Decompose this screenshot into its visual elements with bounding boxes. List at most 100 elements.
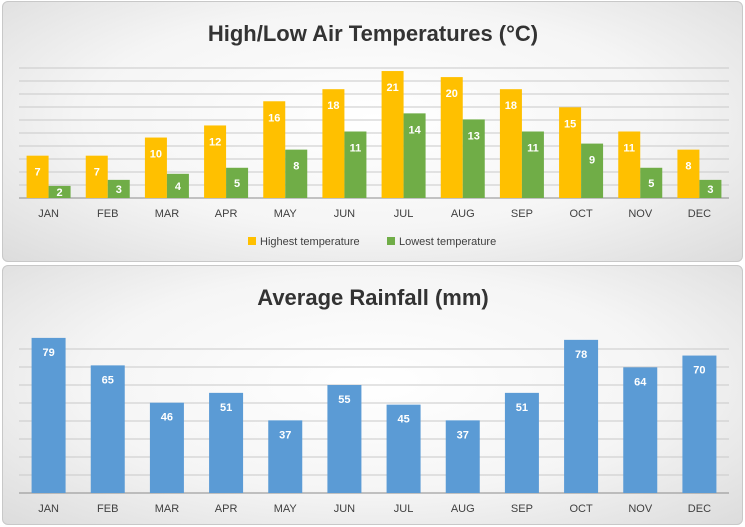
rainfall-bars <box>31 337 717 493</box>
rainfall-chart: Average Rainfall (mm) 79 65 46 51 37 55 45 37 51… <box>19 285 729 515</box>
category-label-sep: SEP <box>511 503 533 515</box>
category-label-sep: SEP <box>511 208 533 220</box>
bar-highest-oct <box>559 107 582 198</box>
rainfall-category-labels: JAN FEB MAR APR MAY JUN JUL AUG SEP OCT NOV DEC <box>38 503 711 515</box>
data-label-rainfall-mar: 46 <box>161 412 173 424</box>
bar-lowest-aug <box>462 119 485 198</box>
temperature-chart: High/Low Air Temperatures (°C) 7 2 7 3 10 4 12… <box>19 21 729 248</box>
category-label-aug: AUG <box>451 208 475 220</box>
data-label-lowest-sep: 11 <box>527 143 539 155</box>
bar-highest-aug <box>440 77 463 198</box>
temperature-gridlines <box>19 67 729 199</box>
data-label-lowest-mar: 4 <box>175 181 182 193</box>
data-label-lowest-jun: 11 <box>350 143 362 155</box>
rainfall-gridlines <box>19 348 729 494</box>
bar-highest-may <box>263 101 286 198</box>
bar-lowest-jun <box>344 131 367 198</box>
category-label-feb: FEB <box>97 503 118 515</box>
legend-swatch-highest <box>248 237 256 245</box>
category-label-jan: JAN <box>38 208 59 220</box>
data-label-lowest-dec: 3 <box>707 184 713 196</box>
bar-highest-jan <box>26 155 49 198</box>
data-label-rainfall-dec: 70 <box>693 365 705 377</box>
data-label-highest-oct: 15 <box>564 118 576 130</box>
data-label-lowest-aug: 13 <box>468 130 480 142</box>
data-label-highest-sep: 18 <box>505 100 517 112</box>
bar-lowest-feb <box>107 179 130 198</box>
data-label-highest-jan: 7 <box>35 167 41 179</box>
data-label-highest-apr: 12 <box>209 136 221 148</box>
category-label-feb: FEB <box>97 208 118 220</box>
data-label-highest-feb: 7 <box>94 167 100 179</box>
temperature-category-labels: JAN FEB MAR APR MAY JUN JUL AUG SEP OCT NOV DEC <box>38 208 711 220</box>
category-label-oct: OCT <box>569 208 593 220</box>
category-label-oct: OCT <box>569 503 593 515</box>
bar-rainfall-feb <box>90 365 125 493</box>
bar-rainfall-apr <box>209 392 244 493</box>
bar-rainfall-jun <box>327 385 362 493</box>
bar-lowest-oct <box>581 143 604 198</box>
data-label-highest-dec: 8 <box>685 161 691 173</box>
bar-highest-dec <box>677 149 700 198</box>
data-label-lowest-oct: 9 <box>589 155 595 167</box>
bar-highest-nov <box>618 131 641 198</box>
bar-lowest-sep <box>521 131 544 198</box>
data-label-rainfall-jul: 45 <box>397 414 409 426</box>
legend-swatch-lowest <box>387 237 395 245</box>
bar-lowest-dec <box>699 179 722 198</box>
bar-lowest-nov <box>640 167 663 198</box>
data-label-rainfall-oct: 78 <box>575 349 587 361</box>
category-label-mar: MAR <box>155 503 180 515</box>
data-label-rainfall-nov: 64 <box>634 376 647 388</box>
temperature-legend: Highest temperature Lowest temperature <box>248 236 496 248</box>
bar-highest-apr <box>204 125 227 198</box>
temperature-chart-panel: High/Low Air Temperatures (°C) 7 2 7 3 10 4 12… <box>2 1 743 262</box>
bar-rainfall-may <box>268 420 303 493</box>
data-label-lowest-may: 8 <box>293 161 299 173</box>
category-label-nov: NOV <box>628 208 653 220</box>
legend-label-lowest: Lowest temperature <box>399 236 496 248</box>
temperature-chart-title: High/Low Air Temperatures (°C) <box>208 21 538 46</box>
bar-highest-jun <box>322 89 345 198</box>
category-label-dec: DEC <box>688 503 711 515</box>
bar-highest-sep <box>499 89 522 198</box>
bar-highest-mar <box>144 137 167 198</box>
data-label-rainfall-apr: 51 <box>220 402 232 414</box>
bar-rainfall-dec <box>682 355 717 493</box>
data-label-rainfall-sep: 51 <box>516 402 528 414</box>
data-label-rainfall-may: 37 <box>279 429 291 441</box>
temperature-data-labels: 7 2 7 3 10 4 12 5 16 8 18 11 21 14 20 13 18 11 15 9 11 5 8 3 <box>35 82 714 199</box>
data-label-highest-mar: 10 <box>150 149 162 161</box>
bar-rainfall-oct <box>564 339 599 493</box>
data-label-highest-jun: 18 <box>327 100 339 112</box>
rainfall-data-labels: 79 65 46 51 37 55 45 37 51 78 64 70 <box>42 347 705 441</box>
data-label-rainfall-jun: 55 <box>338 394 350 406</box>
category-label-jun: JUN <box>334 208 355 220</box>
bar-rainfall-nov <box>623 367 658 493</box>
category-label-jun: JUN <box>334 503 355 515</box>
data-label-highest-may: 16 <box>268 112 280 124</box>
data-label-highest-nov: 11 <box>623 143 635 155</box>
category-label-dec: DEC <box>688 208 711 220</box>
bar-rainfall-jul <box>386 404 421 493</box>
category-label-jan: JAN <box>38 503 59 515</box>
category-label-may: MAY <box>274 503 298 515</box>
category-label-apr: APR <box>215 503 238 515</box>
data-label-lowest-jul: 14 <box>408 124 421 136</box>
data-label-lowest-jan: 2 <box>57 187 63 199</box>
bar-lowest-mar <box>166 173 189 198</box>
bar-rainfall-jan <box>31 337 66 493</box>
bar-rainfall-mar <box>149 402 184 493</box>
data-label-highest-jul: 21 <box>386 82 398 94</box>
data-label-lowest-apr: 5 <box>234 178 240 190</box>
category-label-mar: MAR <box>155 208 180 220</box>
data-label-rainfall-aug: 37 <box>457 429 469 441</box>
category-label-jul: JUL <box>394 208 414 220</box>
data-label-lowest-feb: 3 <box>116 184 122 196</box>
bar-lowest-jan <box>48 185 71 198</box>
data-label-rainfall-feb: 65 <box>102 374 114 386</box>
bar-lowest-may <box>285 149 308 198</box>
bar-highest-feb <box>85 155 108 198</box>
bar-rainfall-aug <box>445 420 480 493</box>
bar-lowest-jul <box>403 113 426 198</box>
